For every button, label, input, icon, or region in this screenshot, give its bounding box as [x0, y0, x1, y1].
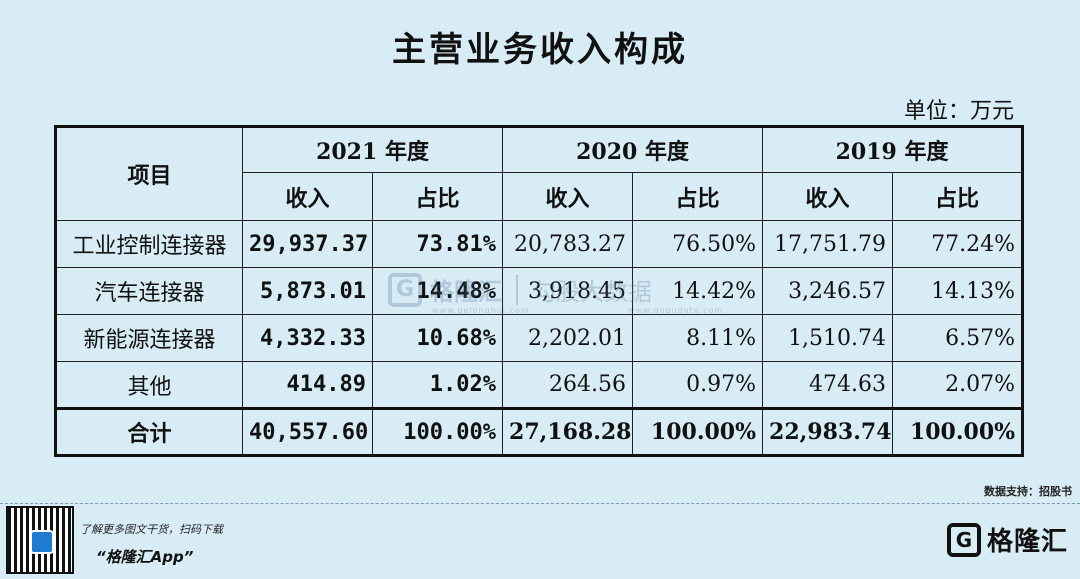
cell-revenue-2021: 4,332.33 — [242, 314, 373, 362]
header-share: 占比 — [892, 172, 1024, 221]
cell-share-2020: 14.42% — [632, 267, 764, 315]
row-name: 其他 — [55, 361, 243, 409]
cell-share-2021: 10.68% — [371, 314, 504, 362]
promo-line: 了解更多图文干货，扫码下载 — [80, 523, 223, 536]
footer-divider — [0, 503, 1080, 504]
cell-revenue-2020: 3,918.45 — [502, 267, 634, 315]
cell-revenue-2020: 20,783.27 — [502, 220, 634, 268]
row-name: 工业控制连接器 — [55, 220, 243, 268]
total-share-2021: 100.00% — [371, 407, 504, 456]
data-source: 数据支持：招股书 — [984, 485, 1072, 498]
table-total-row: 合计 40,557.60 100.00% 27,168.28 100.00% 2… — [55, 407, 1024, 456]
table-row: 工业控制连接器 29,937.37 73.81% 20,783.27 76.50… — [55, 220, 1024, 268]
revenue-table: 项目 2021 年度 2020 年度 2019 年度 收入 占比 收入 占比 收… — [54, 125, 1025, 457]
total-revenue-2021: 40,557.60 — [242, 407, 373, 456]
brand-name: 格隆汇 — [986, 527, 1068, 557]
total-name: 合计 — [55, 407, 243, 456]
cell-share-2019: 6.57% — [892, 314, 1024, 362]
header-revenue: 收入 — [502, 172, 634, 221]
total-share-2020: 100.00% — [632, 407, 764, 456]
cell-revenue-2020: 2,202.01 — [502, 314, 634, 362]
table-row: 其他 414.89 1.02% 264.56 0.97% 474.63 2.07… — [55, 361, 1024, 409]
table-row: 汽车连接器 5,873.01 14.48% 3,918.45 14.42% 3,… — [55, 267, 1024, 315]
cell-share-2020: 76.50% — [632, 220, 764, 268]
app-name: “格隆汇App” — [96, 548, 194, 566]
total-share-2019: 100.00% — [892, 407, 1024, 456]
cell-share-2021: 14.48% — [371, 267, 504, 315]
header-year-2020: 2020 年度 — [502, 126, 764, 173]
header-year-2021: 2021 年度 — [241, 126, 504, 173]
total-revenue-2020: 27,168.28 — [502, 407, 634, 456]
cell-revenue-2019: 1,510.74 — [762, 314, 894, 362]
header-revenue: 收入 — [242, 172, 373, 221]
cell-share-2021: 1.02% — [371, 361, 504, 409]
header-year-2019: 2019 年度 — [762, 126, 1024, 173]
cell-share-2021: 73.81% — [371, 220, 504, 268]
cell-share-2019: 14.13% — [892, 267, 1024, 315]
cell-revenue-2019: 17,751.79 — [762, 220, 894, 268]
cell-revenue-2020: 264.56 — [502, 361, 634, 409]
brand-logo: G 格隆汇 — [946, 521, 1068, 558]
header-item: 项目 — [55, 126, 243, 221]
cell-share-2019: 77.24% — [892, 220, 1024, 268]
page-title: 主营业务收入构成 — [392, 30, 688, 70]
cell-revenue-2021: 29,937.37 — [242, 220, 373, 268]
row-name: 汽车连接器 — [55, 267, 243, 315]
row-name: 新能源连接器 — [55, 314, 243, 362]
qr-code-icon — [6, 506, 74, 574]
unit-label: 单位：万元 — [903, 99, 1014, 124]
gelonghui-logo-icon: G — [946, 522, 981, 557]
header-share: 占比 — [371, 172, 504, 221]
total-revenue-2019: 22,983.74 — [762, 407, 894, 456]
header-revenue: 收入 — [762, 172, 894, 221]
cell-revenue-2019: 474.63 — [762, 361, 894, 409]
cell-revenue-2021: 414.89 — [242, 361, 373, 409]
cell-share-2019: 2.07% — [892, 361, 1024, 409]
header-share: 占比 — [632, 172, 764, 221]
cell-share-2020: 8.11% — [632, 314, 764, 362]
table-row: 新能源连接器 4,332.33 10.68% 2,202.01 8.11% 1,… — [55, 314, 1024, 362]
cell-revenue-2021: 5,873.01 — [242, 267, 373, 315]
cell-revenue-2019: 3,246.57 — [762, 267, 894, 315]
cell-share-2020: 0.97% — [632, 361, 764, 409]
